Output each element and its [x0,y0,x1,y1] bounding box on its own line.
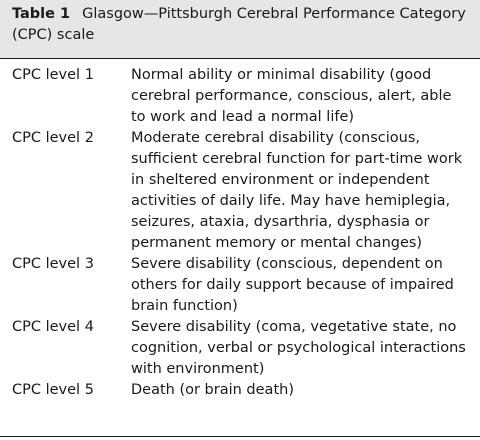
cpc-description-cell: Severe disability (conscious, dependent … [131,256,454,314]
table-row: CPC level 2 Moderate cerebral disability… [0,128,480,254]
cpc-level-cell: CPC level 2 [12,130,94,146]
table-body: CPC level 1 Normal ability or minimal di… [0,59,480,401]
cpc-level-cell: CPC level 3 [12,256,94,272]
table-bottom-rule [0,436,480,437]
cpc-level-cell: CPC level 4 [12,319,94,335]
table-title: Glasgow—Pittsburgh Cerebral Performance … [12,6,466,43]
cpc-description-cell: Severe disability (coma, vegetative stat… [131,319,466,377]
cpc-description-cell: Normal ability or minimal disability (go… [131,67,452,125]
cpc-level-cell: CPC level 5 [12,382,94,398]
table-row: CPC level 5 Death (or brain death) [0,380,480,401]
cpc-level-cell: CPC level 1 [12,67,94,83]
table-row: CPC level 4 Severe disability (coma, veg… [0,317,480,380]
cpc-description-cell: Death (or brain death) [131,382,294,398]
table-row: CPC level 3 Severe disability (conscious… [0,254,480,317]
cpc-description-cell: Moderate cerebral disability (conscious,… [131,130,463,251]
table-label: Table 1 [12,6,71,22]
table-caption: Table 1 Glasgow—Pittsburgh Cerebral Perfo… [0,0,480,59]
table-row: CPC level 1 Normal ability or minimal di… [0,59,480,128]
